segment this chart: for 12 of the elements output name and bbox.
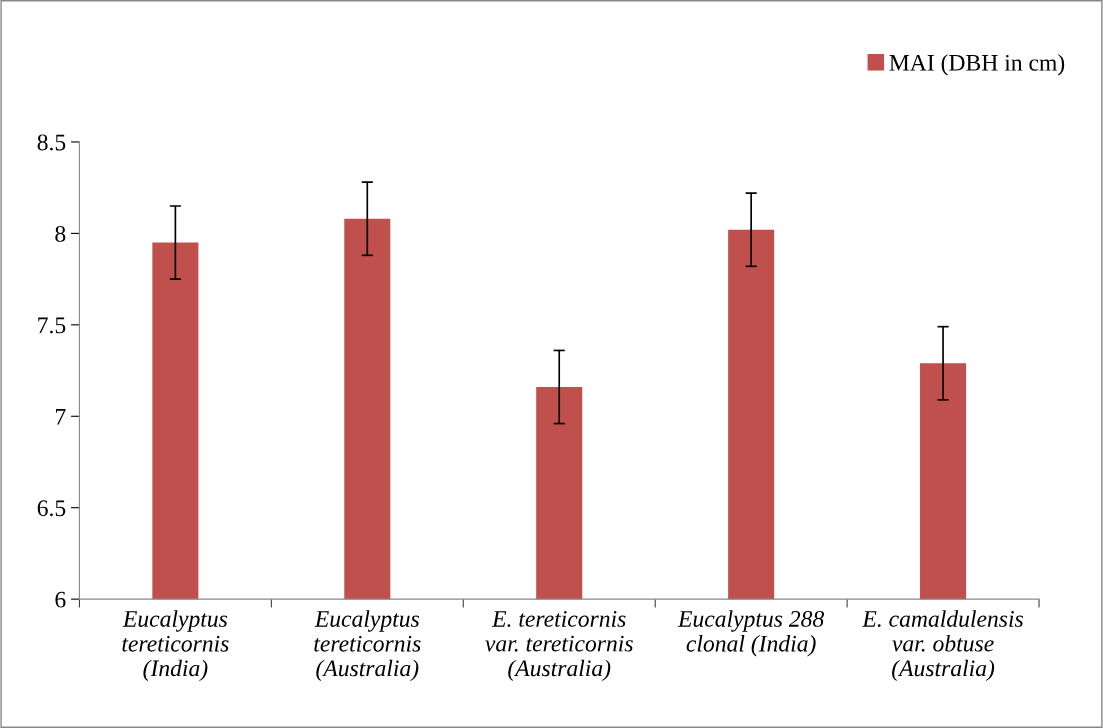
x-tick-label: Eucalyptus 288 clonal (India) bbox=[677, 610, 824, 657]
y-tick-label: 7.5 bbox=[38, 317, 66, 334]
y-tick-label: 7 bbox=[55, 409, 66, 425]
x-tick-label: Eucalyptus tereticornis (India) bbox=[122, 610, 229, 682]
y-tick-label: 8.5 bbox=[37, 134, 66, 151]
legend-label: MAI (DBH in cm) bbox=[889, 54, 1065, 76]
y-tick-label: 6.5 bbox=[37, 500, 66, 517]
y-tick-label: 8 bbox=[55, 225, 66, 242]
y-tick-label: 6 bbox=[55, 591, 66, 608]
x-tick-label: Eucalyptus tereticornis (Australia) bbox=[314, 610, 421, 682]
x-tick-label: E. camaldulensis var. obtuse (Australia) bbox=[862, 610, 1024, 682]
x-tick-label: E. tereticornis var. tereticornis (Australia) bbox=[485, 611, 633, 682]
